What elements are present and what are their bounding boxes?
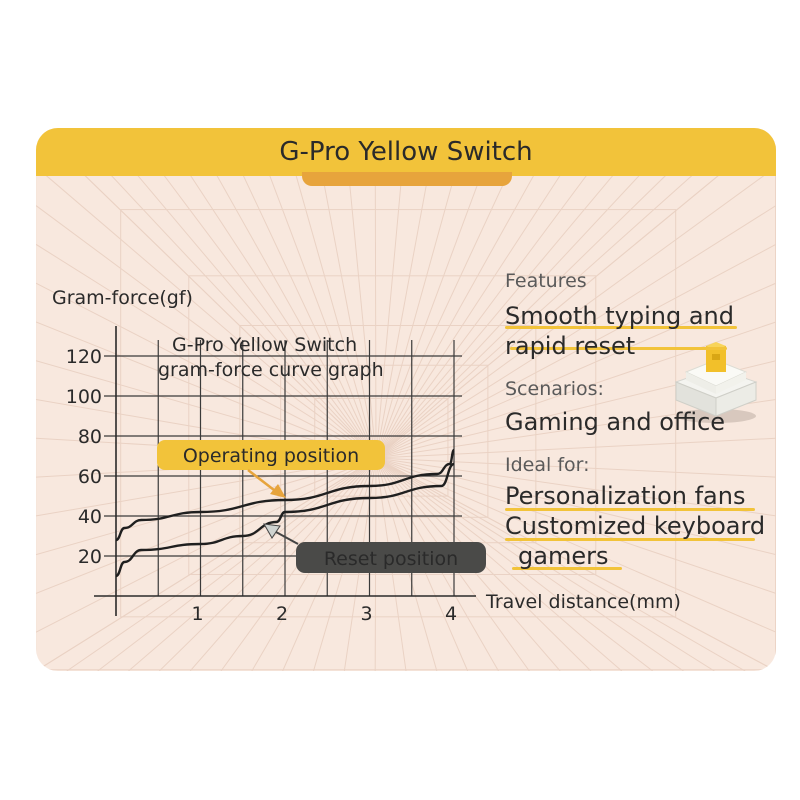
bg-ray xyxy=(189,457,377,671)
y-tick-label: 100 xyxy=(66,386,102,408)
bg-frame xyxy=(188,275,597,575)
bg-ray xyxy=(128,457,377,671)
y-tick-label: 120 xyxy=(66,346,102,368)
bg-ray xyxy=(375,128,623,459)
chart-axes xyxy=(94,326,476,616)
y-tick-label: 40 xyxy=(78,506,102,528)
bg-frame xyxy=(120,209,677,618)
product-card: G-Pro Yellow Switch 20 40 60 80 100 120 1 2 3 4 O… xyxy=(36,128,776,671)
bg-ray xyxy=(375,128,561,459)
bg-frame xyxy=(36,128,776,671)
bg-ray xyxy=(36,457,377,556)
bg-ray xyxy=(36,243,377,459)
features-highlight-1 xyxy=(505,326,737,329)
bg-ray xyxy=(375,128,746,459)
bg-ray xyxy=(375,437,776,459)
y-tick-label: 20 xyxy=(78,546,102,568)
x-tick-label: 3 xyxy=(360,603,372,625)
bg-ray xyxy=(375,282,776,459)
bg-ray xyxy=(375,457,776,594)
bg-ray xyxy=(251,128,377,459)
bg-ray xyxy=(189,128,377,459)
ideal-highlight-2 xyxy=(505,538,755,541)
bg-ray xyxy=(375,457,746,671)
bg-ray xyxy=(375,128,715,459)
bg-ray xyxy=(375,457,715,671)
bg-ray xyxy=(220,128,377,459)
gram-force-chart: 20 40 60 80 100 120 1 2 3 4 Operating position Res… xyxy=(52,287,681,625)
bg-ray xyxy=(375,321,776,459)
bg-ray xyxy=(375,457,653,671)
ideal-highlight-1 xyxy=(505,508,755,511)
operating-arrow-line xyxy=(247,469,275,491)
bg-ray xyxy=(97,128,377,459)
bg-ray xyxy=(36,457,377,633)
reset-position-callout: Reset position xyxy=(263,523,486,573)
features-label: Features xyxy=(505,270,587,292)
reset-arrow-head xyxy=(263,523,281,539)
y-tick-label: 60 xyxy=(78,466,102,488)
x-tick-label: 4 xyxy=(445,603,457,625)
ideal-for-line3: gamers xyxy=(518,542,609,570)
bg-ray xyxy=(375,243,776,459)
bg-ray xyxy=(375,205,776,459)
bg-ray xyxy=(375,166,776,459)
bg-ray xyxy=(375,457,776,478)
header-bar xyxy=(36,128,776,176)
bg-ray xyxy=(36,128,377,459)
chart-title-line1: G-Pro Yellow Switch xyxy=(172,334,357,356)
scenarios-value: Gaming and office xyxy=(505,408,726,436)
bg-ray xyxy=(375,457,623,671)
ideal-for-line1: Personalization fans xyxy=(505,482,746,510)
bg-ray xyxy=(36,205,377,459)
header-tab-accent xyxy=(302,172,512,186)
ideal-for-line2: Customized keyboard xyxy=(505,512,766,540)
bg-ray xyxy=(282,128,377,459)
bg-ray xyxy=(66,128,377,459)
bg-ray xyxy=(375,457,776,517)
bg-ray xyxy=(36,457,377,594)
bg-ray xyxy=(375,457,776,633)
reset-position-badge xyxy=(296,542,486,573)
bg-ray xyxy=(375,457,684,671)
operating-position-badge xyxy=(157,440,385,470)
bg-ray xyxy=(158,128,377,459)
bg-ray xyxy=(375,128,684,459)
operating-position-callout: Operating position xyxy=(157,440,385,498)
reset-position-label: Reset position xyxy=(324,548,458,570)
bg-ray xyxy=(375,457,776,671)
yellow-switch-image xyxy=(674,342,758,423)
bg-ray xyxy=(36,166,377,459)
bg-ray xyxy=(36,457,377,671)
bg-ray xyxy=(36,321,377,459)
bg-ray xyxy=(128,128,377,459)
x-tick-label: 1 xyxy=(191,603,203,625)
bg-ray xyxy=(375,128,654,459)
chart-annotations: Operating position Reset position xyxy=(157,440,486,573)
operating-curve xyxy=(115,448,456,542)
features-highlight-2 xyxy=(510,347,727,350)
chart-title-line2: gram-force curve graph xyxy=(158,359,384,381)
operating-position-label: Operating position xyxy=(183,445,359,467)
scenarios-label: Scenarios: xyxy=(505,378,604,400)
bg-ray xyxy=(36,282,377,459)
reset-arrow-line xyxy=(275,531,299,545)
ideal-for-label: Ideal for: xyxy=(505,454,590,476)
bg-ray xyxy=(375,128,776,459)
features-value-line1: Smooth typing and xyxy=(505,302,734,330)
x-tick-label: 2 xyxy=(276,603,288,625)
bg-ray xyxy=(158,457,377,671)
bg-ray xyxy=(97,457,377,671)
y-axis-label: Gram-force(gf) xyxy=(52,287,193,309)
page-title: G-Pro Yellow Switch xyxy=(279,137,533,167)
features-value-line2: rapid reset xyxy=(505,332,636,360)
y-tick-label: 80 xyxy=(78,426,102,448)
x-axis-label: Travel distance(mm) xyxy=(485,591,681,613)
chart-ticks: 20 40 60 80 100 120 1 2 3 4 xyxy=(66,346,457,625)
operating-arrow-head xyxy=(270,484,286,498)
ideal-highlight-3 xyxy=(512,567,622,570)
